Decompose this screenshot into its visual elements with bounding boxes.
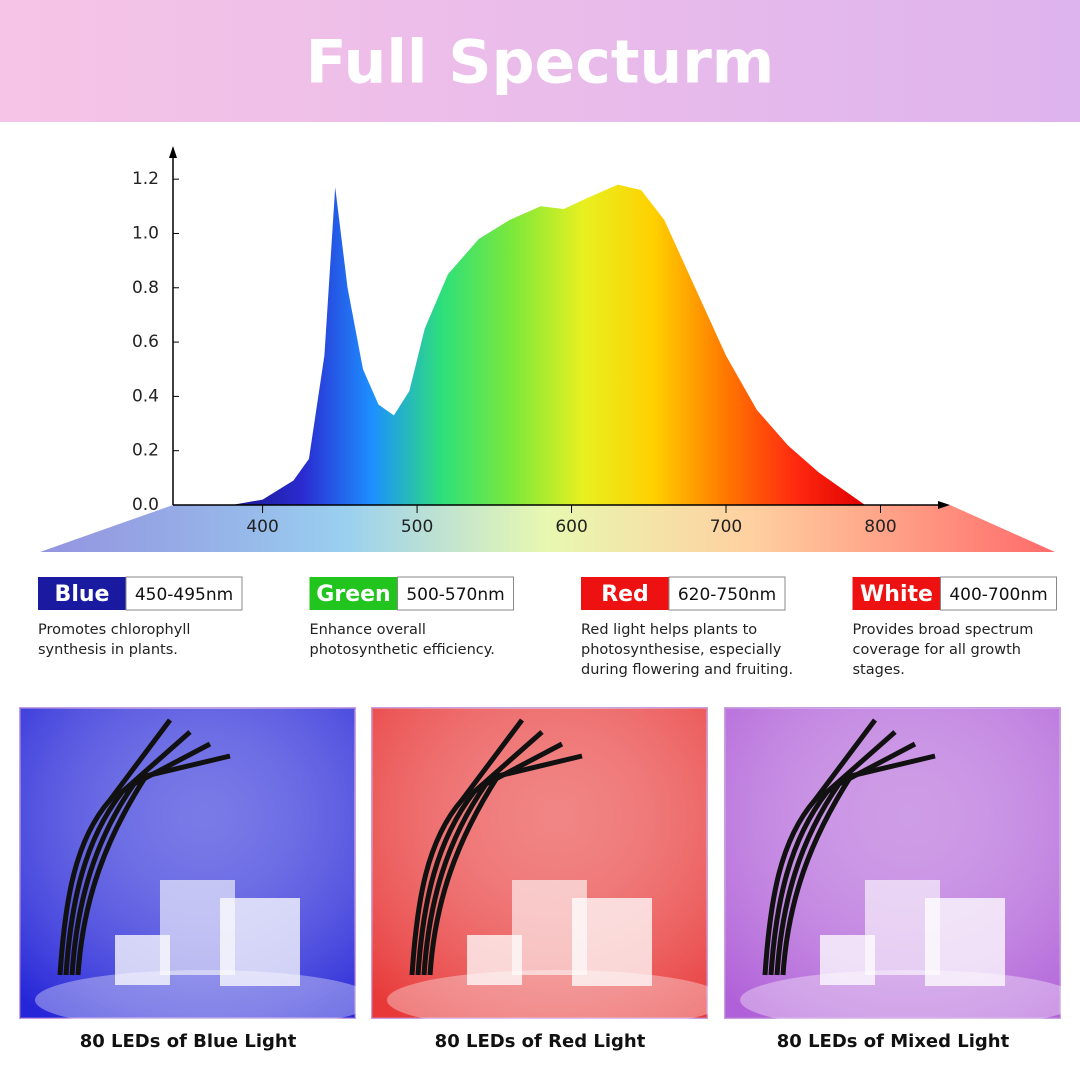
lamp-arm — [69, 741, 212, 976]
x-arrow — [938, 501, 950, 509]
description: during flowering and fruiting. — [581, 662, 793, 678]
description: Promotes chlorophyll — [38, 622, 190, 638]
pot — [820, 935, 875, 985]
lamp-arm — [762, 718, 877, 976]
range-label: 500-570nm — [406, 585, 504, 605]
description: Provides broad spectrum — [853, 622, 1034, 638]
caption: 80 LEDs of Red Light — [435, 1031, 646, 1052]
y-tick-label: 1.2 — [132, 169, 159, 189]
pot — [467, 935, 522, 985]
badge-label: Green — [316, 582, 390, 607]
y-arrow — [169, 146, 177, 158]
range-label: 620-750nm — [678, 585, 776, 605]
range-label: 400-700nm — [949, 585, 1047, 605]
description: photosynthetic efficiency. — [310, 642, 495, 658]
x-tick-label: 800 — [864, 517, 896, 537]
lamp-arm — [768, 730, 897, 976]
x-tick-label: 700 — [710, 517, 742, 537]
title: Full Specturm — [306, 28, 775, 98]
photo-table — [387, 970, 727, 1030]
pot — [925, 898, 1005, 986]
description: Enhance overall — [310, 622, 426, 638]
range-box — [668, 576, 786, 611]
description: Red light helps plants to — [581, 622, 757, 638]
header — [0, 0, 1080, 122]
y-tick-label: 0.6 — [132, 332, 159, 352]
badge — [309, 577, 398, 610]
x-tick-label: 400 — [246, 517, 278, 537]
lamp-arm — [421, 741, 564, 976]
description: coverage for all growth — [853, 642, 1021, 658]
lamp-arm — [409, 718, 524, 976]
description: photosynthesise, especially — [581, 642, 782, 658]
badge-label: White — [860, 582, 933, 607]
x-tick-label: 600 — [555, 517, 587, 537]
lamp-arm — [415, 730, 544, 976]
badge-label: Blue — [55, 582, 110, 607]
spectrum-area — [231, 184, 866, 506]
x-tick-label: 500 — [401, 517, 433, 537]
spectrum-floor — [40, 505, 1055, 552]
pot — [115, 935, 170, 985]
caption: 80 LEDs of Blue Light — [80, 1031, 297, 1052]
lamp-arm — [427, 753, 583, 976]
pot — [220, 898, 300, 986]
lamp-arm — [75, 753, 231, 976]
y-tick-label: 1.0 — [132, 223, 159, 243]
range-label: 450-495nm — [135, 585, 233, 605]
caption: 80 LEDs of Mixed Light — [777, 1031, 1010, 1052]
photo-table — [35, 970, 375, 1030]
y-tick-label: 0.0 — [132, 495, 159, 515]
lamp-arm — [63, 730, 192, 976]
photos: 80 LEDs of Blue Light 80 LEDs of Red Ligh… — [19, 707, 1080, 1052]
pot — [572, 898, 652, 986]
y-tick-label: 0.8 — [132, 278, 159, 298]
y-tick-label: 0.4 — [132, 386, 159, 406]
range-box — [940, 576, 1057, 611]
badge — [38, 577, 126, 610]
photo-table — [740, 970, 1080, 1030]
lamp-arm — [774, 741, 917, 976]
badge — [852, 577, 941, 610]
y-tick-label: 0.2 — [132, 441, 159, 461]
range-box — [125, 576, 243, 611]
lamp-arm — [57, 718, 172, 976]
chart: 0.0 0.2 0.4 0.6 0.8 1.0 1.2 400 500 600 700 800 — [132, 146, 950, 537]
description: stages. — [853, 662, 905, 678]
lamp-arm — [780, 753, 936, 976]
badge-label: Red — [601, 582, 649, 607]
cards: Blue 450-495nm Promotes chlorophyll synthes… — [38, 576, 1057, 678]
description: synthesis in plants. — [38, 642, 178, 658]
range-box — [397, 576, 514, 611]
badge — [581, 577, 669, 610]
